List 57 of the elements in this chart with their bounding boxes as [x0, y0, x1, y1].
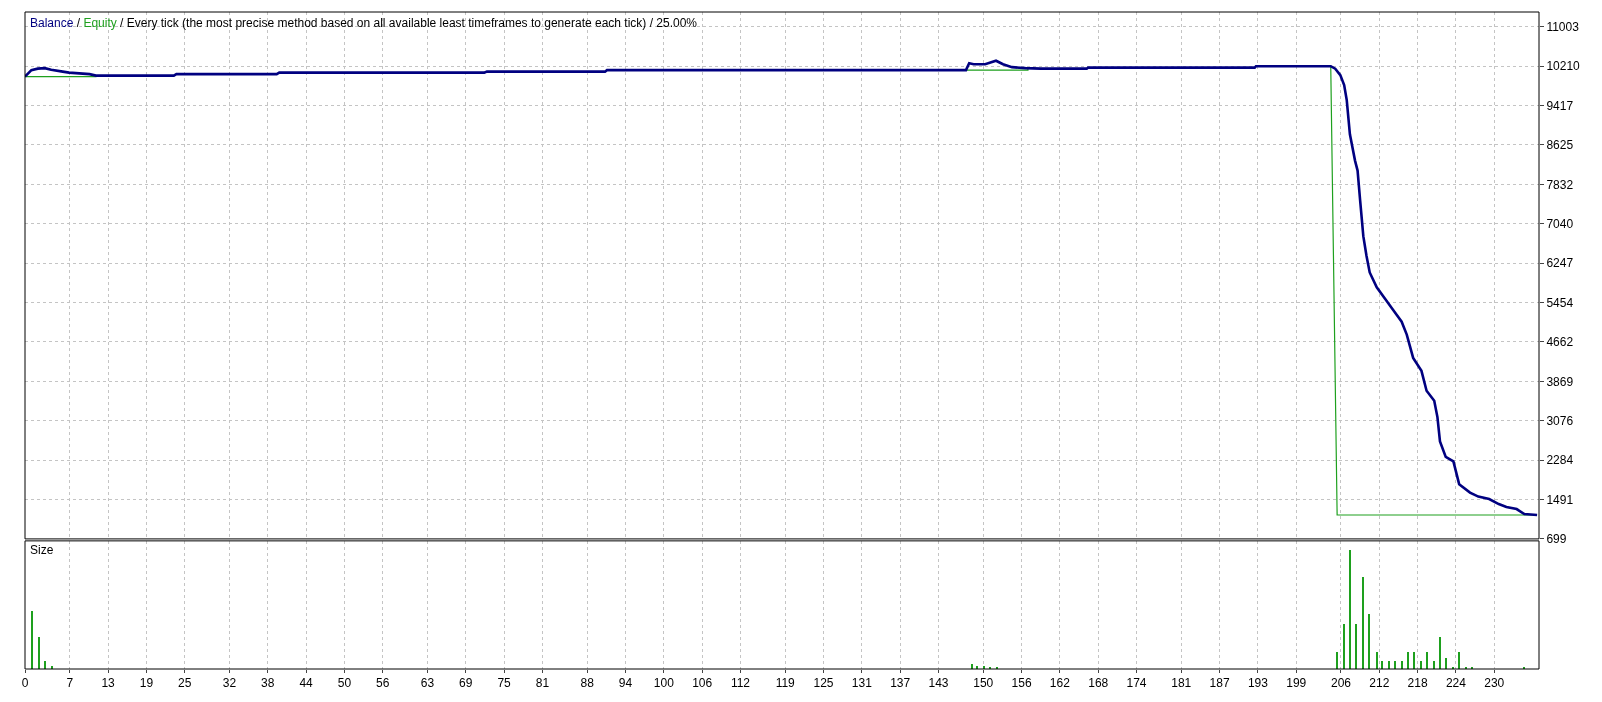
- y-tick-label: 7832: [1546, 177, 1574, 192]
- y-tick-label: 699: [1546, 532, 1567, 547]
- x-tick-label: 218: [1407, 676, 1428, 691]
- x-tick-label: 181: [1171, 676, 1192, 691]
- x-tick-label: 50: [337, 676, 352, 691]
- x-tick-label: 212: [1369, 676, 1390, 691]
- x-tick-label: 0: [21, 676, 29, 691]
- chart-title: Size: [30, 543, 54, 557]
- x-tick-label: 224: [1445, 676, 1467, 691]
- y-tick-label: 3076: [1546, 413, 1574, 428]
- text: / Every tick (the most precise method based on all available least timeframes to generate each tick) / 25.00%: [120, 16, 698, 30]
- x-tick-label: 199: [1286, 676, 1307, 691]
- y-tick-label: 11003: [1546, 19, 1580, 34]
- y-tick-label: 8625: [1546, 138, 1574, 153]
- x-tick-label: 19: [139, 676, 154, 691]
- x-tick-label: 143: [928, 676, 949, 691]
- y-tick-label: 5454: [1546, 295, 1574, 310]
- x-tick-label: 32: [222, 676, 237, 691]
- x-tick-label: 25: [178, 676, 192, 691]
- x-tick-label: 75: [497, 676, 512, 691]
- x-tick-label: 88: [580, 676, 595, 691]
- y-tick-label: 9417: [1546, 98, 1574, 113]
- x-tick-label: 187: [1209, 676, 1230, 691]
- x-tick-label: 56: [376, 676, 390, 691]
- text: Balance: [30, 16, 74, 30]
- x-tick-label: 174: [1126, 676, 1147, 691]
- y-tick-label: 2284: [1546, 453, 1574, 468]
- x-tick-label: 81: [535, 676, 550, 691]
- x-tick-label: 94: [618, 676, 633, 691]
- x-tick-label: 63: [420, 676, 435, 691]
- y-tick-label: 6247: [1546, 256, 1574, 271]
- x-tick-label: 119: [775, 676, 796, 691]
- y-tick-label: 3869: [1546, 374, 1574, 389]
- x-tick-label: 230: [1484, 676, 1505, 691]
- y-tick-label: 10210: [1546, 59, 1581, 74]
- x-tick-label: 168: [1088, 676, 1109, 691]
- y-tick-label: 1491: [1546, 492, 1574, 507]
- x-tick-label: 7: [66, 676, 74, 691]
- x-tick-label: 150: [973, 676, 994, 691]
- x-tick-label: 137: [890, 676, 911, 691]
- x-tick-label: 131: [851, 676, 873, 691]
- y-tick-label: 7040: [1546, 216, 1574, 231]
- text: Equity: [83, 16, 117, 30]
- x-tick-label: 125: [813, 676, 834, 691]
- x-tick-label: 100: [653, 676, 675, 691]
- x-tick-label: 112: [730, 676, 751, 691]
- x-tick-label: 156: [1011, 676, 1032, 691]
- x-tick-label: 206: [1330, 676, 1352, 691]
- x-tick-label: 13: [101, 676, 116, 691]
- x-tick-label: 38: [261, 676, 275, 691]
- x-tick-label: 162: [1049, 676, 1071, 691]
- x-tick-label: 44: [299, 676, 314, 691]
- x-tick-label: 193: [1247, 676, 1269, 691]
- annotation: /: [76, 16, 81, 30]
- y-tick-label: 4662: [1546, 335, 1574, 350]
- x-tick-label: 106: [692, 676, 713, 691]
- x-tick-label: 69: [459, 676, 473, 691]
